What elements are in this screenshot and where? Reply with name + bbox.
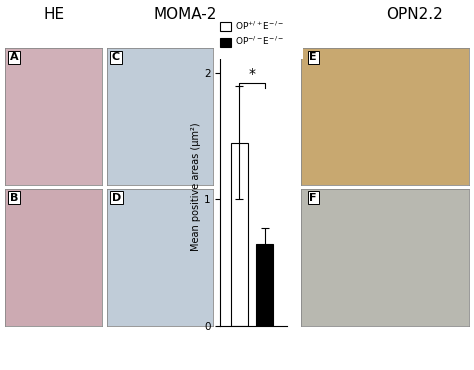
Bar: [230, 143, 248, 326]
Text: E: E: [310, 52, 317, 62]
Y-axis label: Mean positive areas (μm²): Mean positive areas (μm²): [191, 122, 201, 251]
Text: F: F: [310, 193, 317, 203]
Text: MOMA-2: MOMA-2: [153, 7, 217, 22]
Bar: [256, 243, 273, 326]
Text: HE: HE: [44, 7, 65, 22]
Text: C: C: [112, 52, 120, 62]
Text: B: B: [9, 193, 18, 203]
Legend: OP$^{+/+}$E$^{-/-}$, OP$^{-/-}$E$^{-/-}$: OP$^{+/+}$E$^{-/-}$, OP$^{-/-}$E$^{-/-}$: [220, 19, 283, 47]
Text: *: *: [248, 67, 255, 81]
Text: D: D: [112, 193, 121, 203]
Text: (×10⁴): (×10⁴): [220, 48, 252, 58]
Text: A: A: [9, 52, 18, 62]
Text: OPN2.2: OPN2.2: [386, 7, 443, 22]
